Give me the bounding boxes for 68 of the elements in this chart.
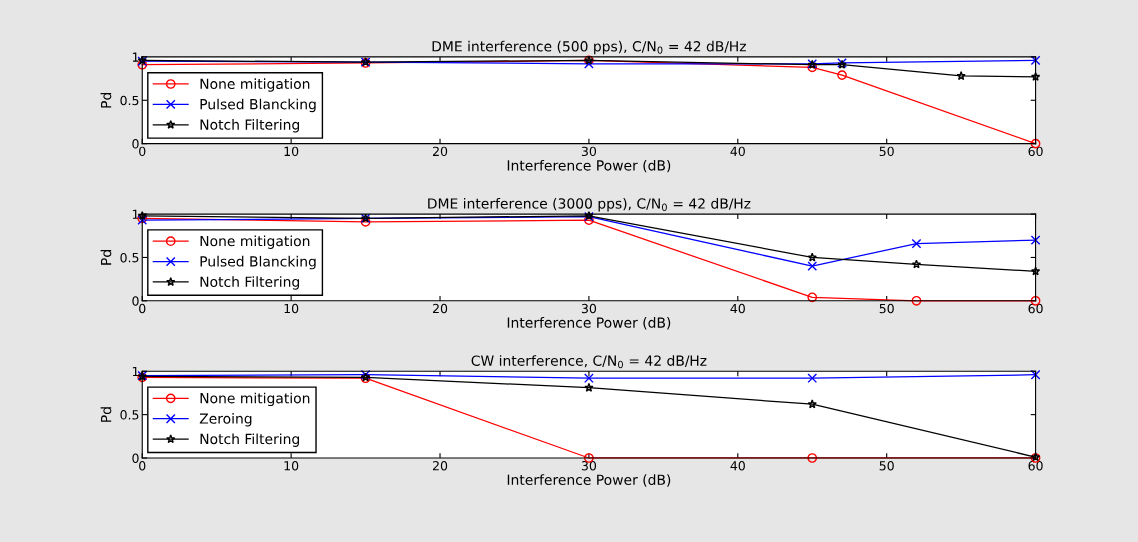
x-tick-label: 20 <box>432 146 448 157</box>
legend-label: Pulsed Blancking <box>200 98 316 113</box>
y-tick-label: 0 <box>132 139 139 149</box>
point <box>1030 266 1041 276</box>
x-tick-label: 50 <box>879 303 894 314</box>
point <box>807 252 817 262</box>
point <box>837 70 847 80</box>
x-tick-label: 50 <box>879 146 894 157</box>
x-tick-label: 0 <box>139 303 146 314</box>
y-tick-label: 0.5 <box>120 252 139 263</box>
point <box>911 238 922 249</box>
x-tick-label: 30 <box>581 303 597 314</box>
point <box>584 382 594 392</box>
x-tick-label: 60 <box>1028 460 1043 471</box>
legend-label: None mitigation <box>200 235 310 249</box>
y-axis-title: Pd <box>100 250 112 265</box>
x-tick-label: 50 <box>879 460 894 471</box>
legend-label: None mitigation <box>200 78 310 92</box>
x-tick-label: 30 <box>581 146 597 157</box>
point <box>1030 71 1041 81</box>
chart-title: CW interference, C/N$_{0}$ = 42 dB/Hz <box>471 355 707 369</box>
x-tick-label: 40 <box>730 146 745 157</box>
legend-label: Pulsed Blancking <box>200 255 316 270</box>
y-tick-label: 1 <box>132 52 139 62</box>
point <box>911 295 922 306</box>
y-tick-label: 0 <box>132 453 139 463</box>
x-tick-label: 10 <box>284 303 299 314</box>
x-tick-label: 40 <box>730 460 745 471</box>
chart-title: DME interference (500 pps), C/N$_{0}$ = 42 dB/Hz <box>432 40 746 55</box>
y-tick-label: 0.5 <box>120 410 139 420</box>
x-tick-label: 10 <box>284 460 299 471</box>
y-axis-title: Pd <box>100 92 112 108</box>
point <box>1030 55 1041 66</box>
x-tick-label: 0 <box>139 146 146 157</box>
point <box>584 215 594 226</box>
y-tick-label: 0.5 <box>120 95 139 106</box>
x-tick-label: 40 <box>730 303 745 314</box>
y-tick-label: 1 <box>132 366 139 377</box>
point <box>911 259 922 269</box>
legend-label: Notch Filtering <box>200 119 299 133</box>
legend-label: Notch Filtering <box>200 433 299 447</box>
x-axis-title: Interference Power (dB) <box>507 474 671 487</box>
point <box>956 71 966 81</box>
point <box>1030 235 1041 245</box>
legend-label: Zeroing <box>199 413 252 427</box>
y-axis-title: Pd <box>100 407 112 422</box>
point <box>584 373 594 384</box>
chart-title: DME interference (3000 pps), C/N$_{0}$ = 42 dB/Hz <box>428 197 751 212</box>
point <box>360 217 371 227</box>
y-tick-label: 0 <box>132 296 139 306</box>
legend-label: Notch Filtering <box>200 276 299 290</box>
point <box>807 292 818 303</box>
x-axis-title: Interference Power (dB) <box>507 159 671 173</box>
legend-label: None mitigation <box>200 392 310 407</box>
x-tick-label: 30 <box>581 460 597 471</box>
x-tick-label: 10 <box>284 146 299 157</box>
point <box>807 453 818 463</box>
x-tick-label: 0 <box>139 460 146 471</box>
point <box>807 373 818 384</box>
x-tick-label: 20 <box>432 460 448 471</box>
x-tick-label: 20 <box>432 303 448 314</box>
point <box>807 261 818 271</box>
x-tick-label: 60 <box>1028 303 1043 314</box>
point <box>807 399 817 409</box>
y-tick-label: 1 <box>132 209 139 219</box>
point <box>1030 369 1041 380</box>
x-tick-label: 60 <box>1028 146 1043 157</box>
x-axis-title: Interference Power (dB) <box>507 317 671 330</box>
